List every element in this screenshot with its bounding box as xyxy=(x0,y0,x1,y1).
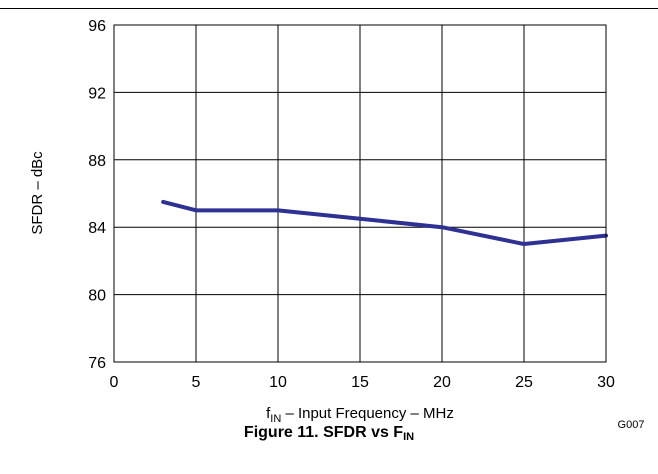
y-tick-label: 88 xyxy=(88,153,106,170)
x-tick-label: 25 xyxy=(515,374,533,391)
series-line xyxy=(161,199,608,247)
caption-subscript: IN xyxy=(403,431,415,443)
figure-code: G007 xyxy=(618,419,645,431)
x-tick-labels: 0 5 10 15 20 25 30 xyxy=(110,374,615,391)
y-tick-label: 76 xyxy=(88,355,106,372)
x-axis-label: fIN – Input Frequency – MHz xyxy=(266,405,454,425)
x-tick-label: 5 xyxy=(192,374,201,391)
x-tick-label: 0 xyxy=(110,374,119,391)
y-axis-label: SFDR – dBc xyxy=(29,151,46,235)
x-axis-label-rest: – Input Frequency – MHz xyxy=(281,405,454,422)
top-rule xyxy=(0,8,658,9)
figure-caption: Figure 11. SFDR vs FIN xyxy=(0,424,658,443)
x-tick-label: 20 xyxy=(433,374,451,391)
y-tick-label: 92 xyxy=(88,85,106,102)
grid xyxy=(113,24,607,363)
y-tick-label: 84 xyxy=(88,220,106,237)
x-tick-label: 10 xyxy=(269,374,287,391)
y-tick-labels: 76 80 84 88 92 96 xyxy=(88,18,106,372)
x-axis-label-main: f xyxy=(266,405,271,422)
caption-prefix: Figure 11. SFDR vs F xyxy=(243,424,404,441)
x-tick-label: 15 xyxy=(351,374,369,391)
x-tick-label: 30 xyxy=(597,374,615,391)
plot-frame xyxy=(113,24,607,363)
x-axis-label-sub: IN xyxy=(270,413,281,425)
series-group xyxy=(161,199,608,247)
y-tick-label: 80 xyxy=(88,288,106,305)
y-tick-label: 96 xyxy=(88,18,106,35)
